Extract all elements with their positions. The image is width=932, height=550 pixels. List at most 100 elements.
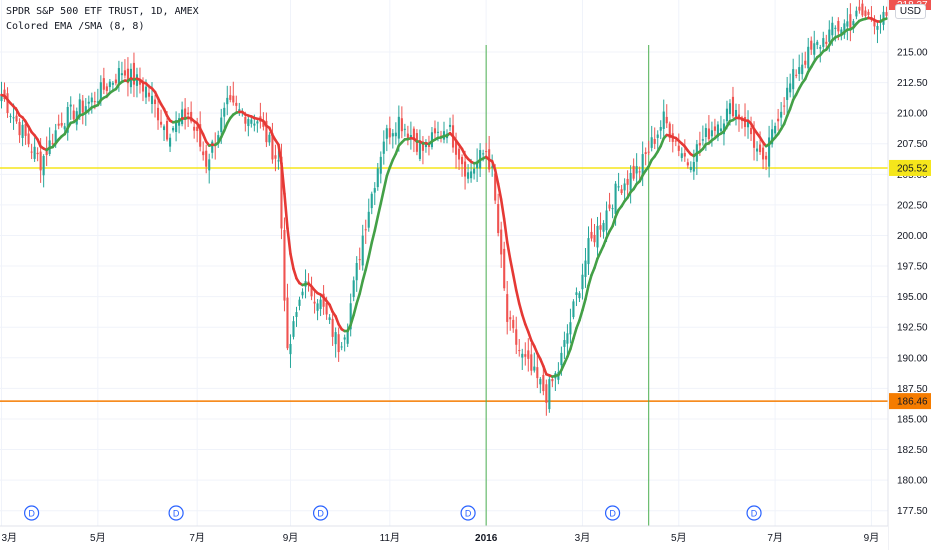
- price-tick-label: 215.00: [897, 47, 928, 58]
- level-price-badge: [889, 393, 931, 410]
- candle-body: [731, 96, 735, 117]
- candle-body: [220, 117, 223, 133]
- event-marker-circle[interactable]: [746, 505, 762, 521]
- event-marker[interactable]: D: [312, 505, 329, 521]
- candle-body: [626, 178, 629, 185]
- candle-body: [665, 116, 668, 124]
- candle-body: [849, 14, 852, 29]
- candle-body: [545, 384, 548, 403]
- candle-body: [801, 64, 804, 75]
- currency-button[interactable]: USD: [894, 4, 926, 19]
- time-tick-label: 9月: [283, 532, 299, 544]
- time-tick-label: 11月: [380, 532, 400, 544]
- candle-body: [686, 162, 689, 166]
- candle-body: [42, 155, 45, 176]
- event-marker-circle[interactable]: [604, 505, 621, 521]
- event-marker-circle[interactable]: [312, 505, 329, 521]
- candle-body: [208, 159, 211, 171]
- candle-body: [563, 340, 566, 347]
- candle-body: [150, 95, 154, 105]
- candle-body: [777, 118, 780, 122]
- ema-segment: [289, 252, 295, 271]
- candle-body: [295, 312, 298, 317]
- candle-body: [464, 161, 467, 177]
- candle-body: [319, 299, 322, 309]
- price-tick-label: 210.00: [897, 109, 928, 120]
- candle-body: [262, 121, 265, 127]
- candle-body: [250, 119, 253, 124]
- event-marker-circle[interactable]: [168, 505, 184, 521]
- candle-body: [132, 62, 136, 85]
- candle-body: [69, 104, 72, 107]
- candle-body: [822, 38, 825, 47]
- candle-body: [473, 168, 476, 174]
- candle-body: [834, 27, 837, 29]
- event-marker[interactable]: D: [604, 505, 621, 521]
- indicator-title: Colored EMA /SMA (8, 8): [6, 21, 145, 32]
- candle-body: [166, 120, 169, 140]
- candle-body: [816, 41, 819, 45]
- candle-body: [283, 229, 286, 301]
- candle-body: [253, 123, 256, 126]
- candle-body: [325, 302, 328, 315]
- candle-body: [608, 204, 611, 209]
- price-tick-label: 180.00: [897, 476, 928, 487]
- candle-body: [409, 134, 412, 139]
- candle-body: [316, 303, 319, 311]
- event-marker[interactable]: D: [460, 505, 476, 521]
- candle-body: [388, 128, 391, 138]
- candle-body: [0, 94, 3, 102]
- ema-segment: [358, 279, 365, 295]
- candle-body: [120, 73, 123, 76]
- event-marker[interactable]: D: [168, 505, 184, 521]
- candle-body: [467, 172, 470, 179]
- candle-body: [837, 20, 840, 32]
- ema-segment: [286, 226, 292, 256]
- candle-body: [349, 303, 352, 330]
- candle-body: [364, 229, 367, 231]
- candle-body: [322, 293, 325, 307]
- candle-body: [448, 124, 452, 127]
- ema-segment: [587, 273, 593, 287]
- candle-body: [163, 126, 166, 131]
- candle-body: [840, 29, 843, 37]
- candle-body: [566, 333, 569, 344]
- candle-body: [93, 101, 96, 103]
- candle-body: [175, 120, 178, 132]
- candle-body: [680, 153, 683, 158]
- time-tick-label: 5月: [671, 532, 687, 544]
- candle-body: [509, 317, 512, 320]
- candle-body: [500, 229, 503, 255]
- price-tick-label: 200.00: [897, 231, 928, 242]
- ema-segment: [222, 122, 229, 132]
- candle-body: [87, 101, 90, 104]
- candle-body: [689, 166, 692, 170]
- candle-body: [713, 126, 716, 131]
- ema-segment: [526, 330, 533, 342]
- candle-body: [391, 133, 394, 137]
- candle-body: [804, 60, 807, 65]
- candle-body: [138, 79, 142, 85]
- candle-body: [84, 106, 87, 114]
- event-marker-circle[interactable]: [24, 505, 40, 521]
- grid: [0, 0, 888, 526]
- candle-body: [749, 127, 753, 135]
- candle-body: [677, 145, 680, 151]
- ema-segment: [280, 161, 286, 196]
- time-tick-label: 5月: [90, 532, 106, 544]
- candle-body: [789, 83, 792, 93]
- candle-body: [81, 100, 84, 113]
- candle-body: [792, 69, 795, 90]
- candle-body: [229, 95, 232, 100]
- event-marker[interactable]: D: [746, 505, 762, 521]
- candle-body: [430, 132, 434, 148]
- candle-body: [771, 129, 774, 145]
- price-tick-label: 195.00: [897, 292, 928, 303]
- candle-body: [620, 189, 623, 194]
- candle-body: [274, 155, 277, 159]
- event-marker[interactable]: D: [24, 505, 40, 521]
- event-marker-circle[interactable]: [460, 505, 476, 521]
- candle-body: [3, 89, 6, 99]
